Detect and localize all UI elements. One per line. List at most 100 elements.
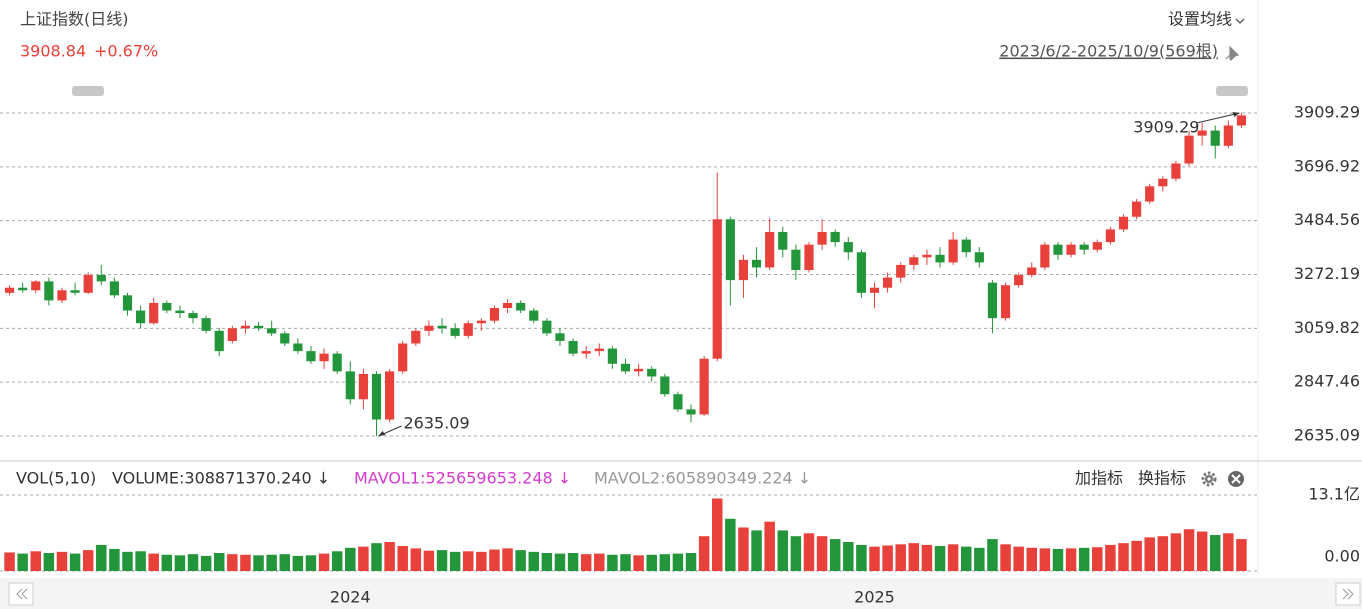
candle-body (4, 287, 15, 293)
gear-hole (1207, 477, 1211, 481)
candle-body (345, 371, 355, 400)
candle-body (607, 348, 617, 364)
volume-bar (554, 553, 566, 571)
volume-bar (371, 543, 382, 571)
candle-body (306, 351, 316, 362)
volume-bar (1052, 548, 1064, 571)
y-tick-label: 13.1亿 (1308, 485, 1360, 504)
volume-bar (685, 553, 697, 571)
candle-body (424, 325, 434, 331)
candle-body (594, 348, 604, 352)
volume-bar (790, 536, 802, 571)
candle-body (909, 257, 919, 265)
mavol2-label: MAVOL2:605890349.224 ↓ (594, 469, 811, 488)
candle-body (869, 287, 880, 293)
volume-bar (43, 553, 55, 571)
volume-bar (620, 554, 631, 571)
volume-bar (30, 551, 42, 571)
y-tick-label: 3059.82 (1294, 318, 1360, 337)
y-tick-label: 3484.56 (1294, 210, 1360, 229)
volume-bar (410, 548, 422, 571)
volume-bar (384, 541, 395, 571)
volume-bar (528, 551, 540, 571)
min-annotation: 2635.09 (404, 414, 470, 433)
volume-bar (109, 548, 120, 571)
candle-body (987, 282, 998, 319)
volume-bar (502, 548, 513, 571)
candle-body (437, 325, 447, 329)
volume-bar (200, 555, 212, 571)
volume-bar (1131, 540, 1142, 571)
switch-indicator[interactable]: 换指标 (1138, 469, 1186, 488)
volume-bar (82, 550, 94, 571)
y-tick-label: 0.00 (1324, 547, 1360, 566)
candle-body (280, 333, 290, 344)
max-annotation: 3909.29 (1133, 118, 1199, 137)
candle-body (856, 252, 866, 293)
candle-body (1066, 244, 1076, 255)
candle-body (1145, 186, 1155, 202)
candle-body (804, 244, 814, 270)
add-indicator[interactable]: 加指标 (1075, 469, 1123, 488)
volume-bar (698, 536, 710, 571)
gear-icon[interactable] (1201, 471, 1217, 487)
candle-body (1079, 244, 1089, 250)
volume-bar (1105, 544, 1116, 571)
candle-body (830, 231, 840, 243)
left-arrows (16, 588, 28, 600)
volume-bar (725, 518, 736, 571)
volume-label: VOLUME:308871370.240 ↓ (112, 469, 330, 488)
candle-body (843, 242, 853, 253)
settings-button[interactable]: 设置均线 (1168, 10, 1232, 29)
pin-icon[interactable] (1225, 45, 1240, 61)
volume-bar (1078, 547, 1090, 571)
candle-body (162, 302, 172, 311)
candle-body (581, 351, 591, 354)
volume-bar (423, 550, 435, 571)
volume-bar (843, 541, 854, 571)
last-price: 3908.84 (20, 42, 86, 61)
candle-body (1223, 125, 1233, 146)
candle-body (620, 363, 631, 372)
volume-bar (1183, 529, 1195, 571)
volume-bar (1236, 539, 1247, 571)
candle-body (1105, 229, 1115, 243)
candle-body (1118, 216, 1129, 230)
candle-body (214, 330, 224, 352)
candle-body (961, 239, 971, 253)
candle-body (725, 219, 735, 281)
close-icon[interactable] (1228, 471, 1244, 487)
candle-body (227, 328, 237, 341)
candle-body (96, 275, 106, 282)
mavol1-label: MAVOL1:525659653.248 ↓ (354, 469, 571, 488)
candle-body (948, 239, 958, 263)
candle-body (778, 231, 788, 250)
volume-bar (829, 539, 841, 571)
volume-bar (711, 498, 723, 571)
candle-body (542, 320, 552, 334)
scroll-left[interactable] (8, 582, 34, 606)
candle-body (109, 281, 119, 296)
volume-bar (148, 553, 159, 571)
candle-body (188, 313, 198, 319)
arrow-head (1232, 112, 1240, 117)
volume-bar (659, 554, 671, 571)
candle-body (450, 328, 460, 336)
volume-bar (633, 555, 644, 571)
candle-body (883, 277, 893, 288)
volume-bar (1157, 536, 1169, 571)
volume-bar (960, 546, 972, 571)
range-label[interactable]: 2023/6/2-2025/10/9(569根) (999, 42, 1218, 61)
volume-bar (318, 553, 330, 571)
candle-body (122, 295, 133, 311)
candle-body (751, 259, 762, 268)
y-tick-label: 2635.09 (1294, 426, 1360, 445)
candle-body (1027, 267, 1037, 276)
volume-bar (1013, 546, 1024, 571)
volume-bar (803, 533, 815, 571)
volume-bar (934, 546, 946, 571)
candle-body (1132, 201, 1142, 217)
vol-title: VOL(5,10) (16, 469, 96, 488)
volume-bar (253, 555, 264, 571)
